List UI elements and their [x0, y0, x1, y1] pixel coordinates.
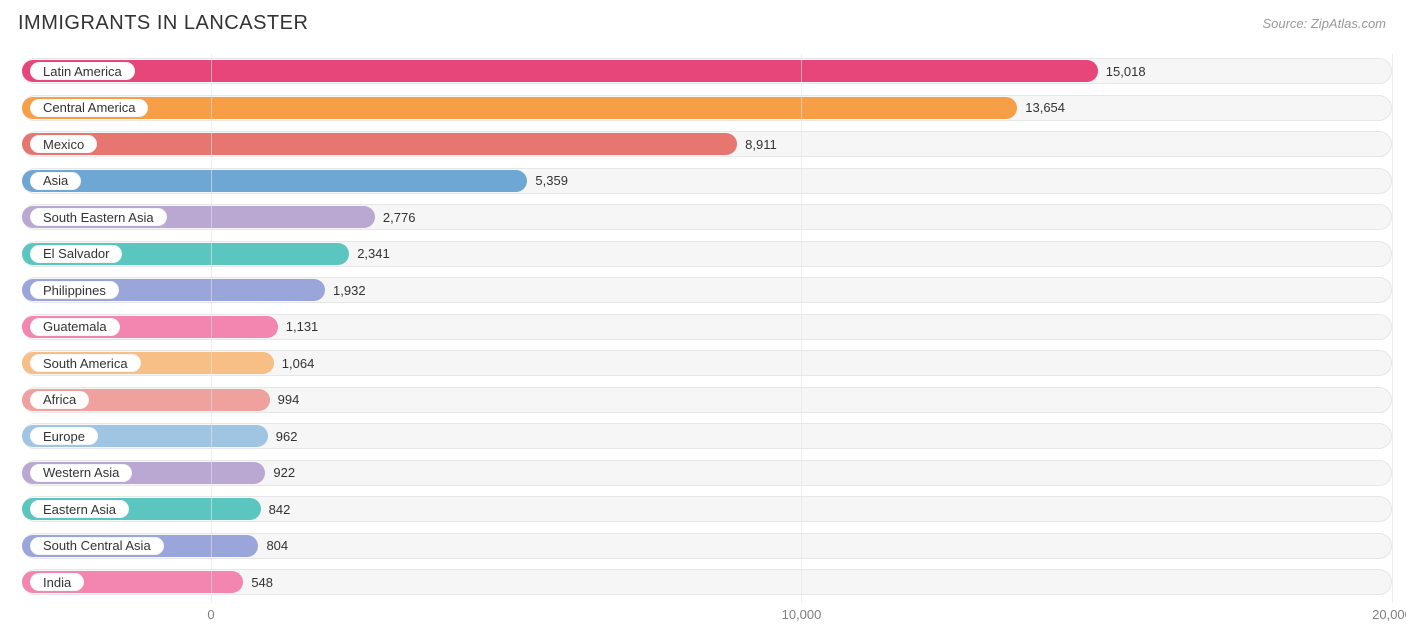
x-axis-tick: 10,000: [782, 607, 822, 622]
bar-row: South America 1,064: [14, 346, 1392, 380]
bar-row: Europe 962: [14, 419, 1392, 453]
bar-category-label: South Eastern Asia: [30, 208, 167, 226]
bar-category-label: Guatemala: [30, 318, 120, 336]
bar-row: El Salvador 2,341: [14, 237, 1392, 271]
bar-category-label: India: [30, 573, 84, 591]
bar-value-label: 804: [258, 537, 288, 555]
bar-value-label: 15,018: [1098, 62, 1146, 80]
gridline: [1392, 54, 1393, 603]
bar-value-label: 962: [268, 427, 298, 445]
bar-category-label: Asia: [30, 172, 81, 190]
x-axis-tick: 0: [207, 607, 214, 622]
bar: [22, 60, 1098, 82]
bar-row: South Eastern Asia 2,776: [14, 200, 1392, 234]
x-axis-tick: 20,000: [1372, 607, 1406, 622]
bar-row: Eastern Asia 842: [14, 492, 1392, 526]
bar-row: Mexico 8,911: [14, 127, 1392, 161]
bar-value-label: 994: [270, 391, 300, 409]
bar-category-label: Philippines: [30, 281, 119, 299]
bar-row: Latin America 15,018: [14, 54, 1392, 88]
bar-value-label: 5,359: [527, 172, 568, 190]
gridline: [801, 54, 802, 603]
bar-value-label: 842: [261, 500, 291, 518]
bar-value-label: 2,776: [375, 208, 416, 226]
chart-header: IMMIGRANTS IN LANCASTER Source: ZipAtlas…: [0, 0, 1406, 35]
bar-category-label: Eastern Asia: [30, 500, 129, 518]
bar-category-label: Latin America: [30, 62, 135, 80]
bar-category-label: Mexico: [30, 135, 97, 153]
chart-source: Source: ZipAtlas.com: [1262, 12, 1386, 31]
bar: [22, 170, 527, 192]
bar-value-label: 13,654: [1017, 99, 1065, 117]
chart-title: IMMIGRANTS IN LANCASTER: [18, 12, 308, 35]
bar-row: Philippines 1,932: [14, 273, 1392, 307]
x-axis: 010,00020,000: [14, 607, 1392, 627]
bar-row: Central America 13,654: [14, 91, 1392, 125]
bar-row: South Central Asia 804: [14, 529, 1392, 563]
bar-value-label: 548: [243, 573, 273, 591]
bar-row: Western Asia 922: [14, 456, 1392, 490]
bar-category-label: Western Asia: [30, 464, 132, 482]
bar-category-label: Europe: [30, 427, 98, 445]
bar: [22, 133, 737, 155]
bar-value-label: 8,911: [737, 135, 777, 153]
bar-row: India 548: [14, 565, 1392, 599]
bar-category-label: Central America: [30, 99, 148, 117]
chart-plot-area: Latin America 15,018 Central America 13,654…: [14, 54, 1392, 603]
gridline: [211, 54, 212, 603]
bar-row: Guatemala 1,131: [14, 310, 1392, 344]
bar-row: Africa 994: [14, 383, 1392, 417]
bar-value-label: 922: [265, 464, 295, 482]
bar-category-label: South America: [30, 354, 141, 372]
bar-value-label: 1,131: [278, 318, 319, 336]
bar-value-label: 2,341: [349, 245, 390, 263]
bar-value-label: 1,064: [274, 354, 315, 372]
bar-category-label: El Salvador: [30, 245, 122, 263]
bar: [22, 97, 1017, 119]
bar-category-label: Africa: [30, 391, 89, 409]
bar-category-label: South Central Asia: [30, 537, 164, 555]
bar-value-label: 1,932: [325, 281, 366, 299]
bar-row: Asia 5,359: [14, 164, 1392, 198]
